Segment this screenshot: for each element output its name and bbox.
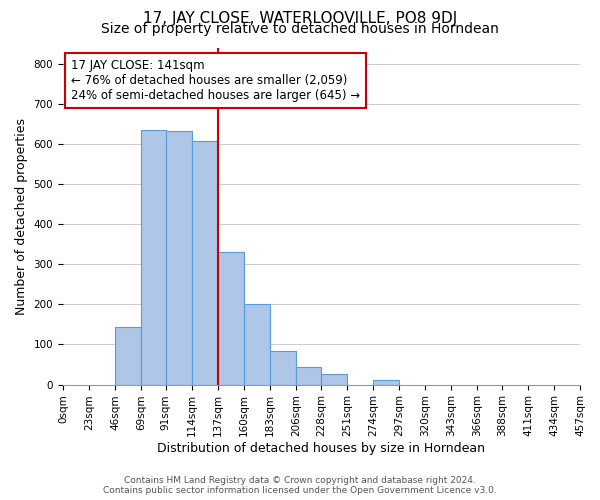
- Bar: [296, 368, 321, 384]
- X-axis label: Distribution of detached houses by size in Horndean: Distribution of detached houses by size …: [157, 442, 485, 455]
- Bar: [218, 252, 244, 384]
- Bar: [244, 304, 270, 384]
- Bar: [115, 327, 141, 384]
- Text: Contains HM Land Registry data © Crown copyright and database right 2024.
Contai: Contains HM Land Registry data © Crown c…: [103, 476, 497, 495]
- Text: Size of property relative to detached houses in Horndean: Size of property relative to detached ho…: [101, 22, 499, 36]
- Y-axis label: Number of detached properties: Number of detached properties: [15, 118, 28, 314]
- Bar: [192, 140, 218, 384]
- Bar: [166, 131, 192, 384]
- Bar: [321, 374, 347, 384]
- Text: 17, JAY CLOSE, WATERLOOVILLE, PO8 9DJ: 17, JAY CLOSE, WATERLOOVILLE, PO8 9DJ: [143, 11, 457, 26]
- Bar: [373, 380, 399, 384]
- Bar: [270, 352, 296, 384]
- Bar: [141, 130, 166, 384]
- Text: 17 JAY CLOSE: 141sqm
← 76% of detached houses are smaller (2,059)
24% of semi-de: 17 JAY CLOSE: 141sqm ← 76% of detached h…: [71, 60, 360, 102]
